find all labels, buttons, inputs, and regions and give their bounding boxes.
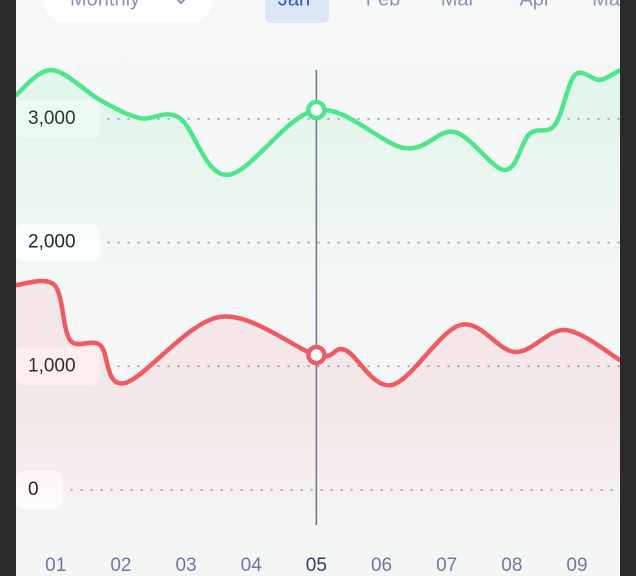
dropdown-label: Monthly: [70, 0, 140, 10]
dropdown[interactable]: [44, 0, 212, 23]
x-tick-label: 04: [241, 555, 263, 576]
x-tick-label: 09: [566, 555, 587, 576]
x-tick-label: 07: [436, 555, 457, 576]
x-tick-label: 03: [175, 555, 196, 576]
tab[interactable]: Apr: [519, 0, 550, 10]
tab-selected[interactable]: [265, 0, 329, 23]
chevron: [176, 0, 186, 5]
tab[interactable]: May: [592, 0, 630, 10]
active-point: [306, 344, 327, 366]
x-tick-label: 08: [501, 555, 522, 576]
plot: Monthly Jan Feb Mar Apr May 01,0002,0003…: [16, 0, 630, 576]
x-tick-label: 02: [110, 555, 131, 576]
x-tick-label: 05: [306, 555, 327, 576]
tab[interactable]: Mar: [441, 0, 476, 10]
x-tick-label: 06: [371, 555, 392, 576]
active-point: [306, 99, 327, 121]
series-line: [16, 67, 620, 178]
x-tick-label: 01: [45, 555, 66, 576]
tab[interactable]: Jan: [278, 0, 310, 10]
tab[interactable]: Feb: [366, 0, 400, 10]
area: [16, 280, 620, 576]
